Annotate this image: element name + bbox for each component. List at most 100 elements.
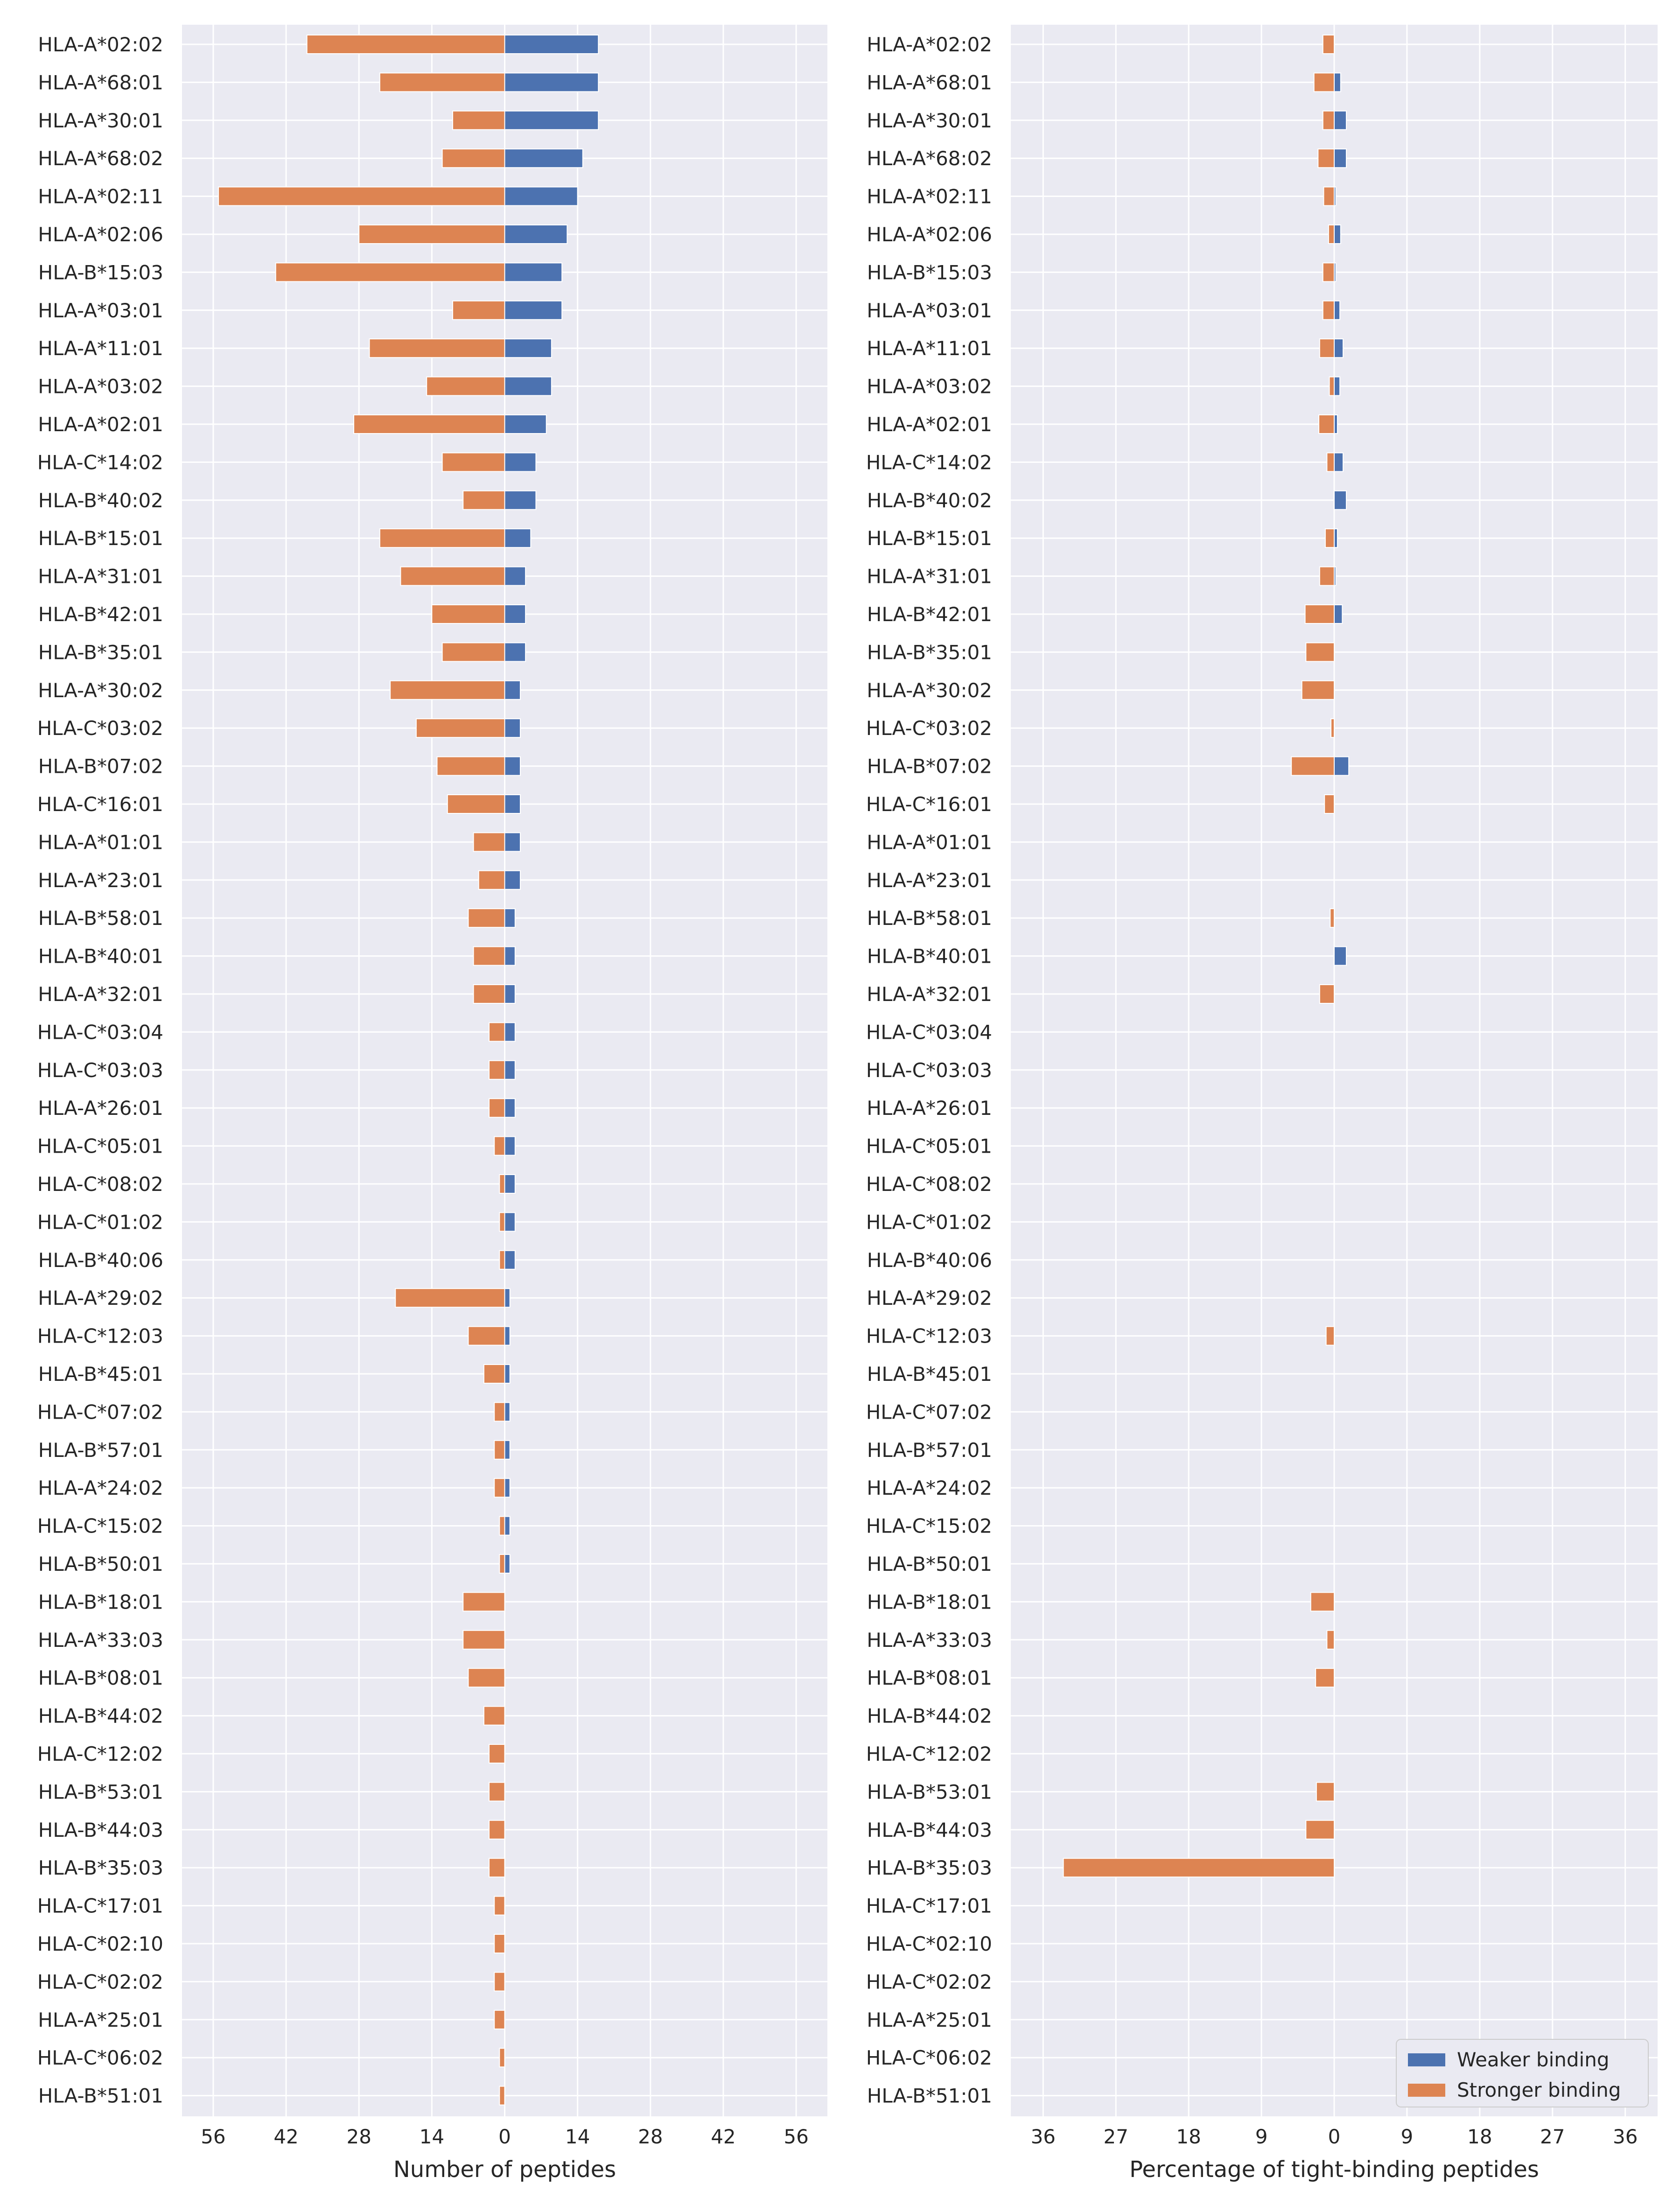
category-label: HLA-A*32:01 (38, 983, 163, 1006)
category-label: HLA-B*50:01 (38, 1553, 163, 1575)
bar-stronger-binding (1322, 110, 1335, 130)
bar-stronger-binding (1063, 1858, 1335, 1878)
category-label: HLA-A*03:01 (38, 299, 163, 322)
bar-stronger-binding (494, 1440, 505, 1460)
category-label: HLA-C*16:01 (37, 793, 163, 816)
category-label: HLA-C*12:02 (866, 1743, 992, 1765)
bar-weaker-binding (1334, 110, 1347, 130)
bar-stronger-binding (1323, 186, 1335, 206)
bar-stronger-binding (468, 908, 505, 928)
category-label: HLA-A*23:01 (38, 869, 163, 892)
percentage-chart: 36 27 18 9 0 9 18 27 36 HLA-A*02:02 HLA-A*68:01 HLA… (866, 25, 1658, 2183)
bar-stronger-binding (1316, 1782, 1335, 1802)
bar-weaker-binding (504, 414, 547, 434)
bar-stronger-binding (441, 452, 505, 472)
bar-weaker-binding (504, 1440, 511, 1460)
bar-stronger-binding (494, 1896, 505, 1916)
category-label: HLA-B*35:01 (867, 641, 992, 664)
category-label: HLA-A*30:02 (867, 679, 992, 702)
category-label: HLA-B*51:01 (38, 2085, 163, 2107)
category-label: HLA-B*40:02 (867, 489, 992, 512)
bar-weaker-binding (504, 1326, 511, 1346)
bar-weaker-binding (504, 1022, 516, 1042)
bar-stronger-binding (499, 1174, 505, 1194)
bar-stronger-binding (1313, 72, 1335, 92)
bar-weaker-binding (504, 300, 563, 320)
bar-weaker-binding (504, 1478, 511, 1498)
x-tick-label: 0 (498, 2125, 511, 2148)
bar-stronger-binding (306, 35, 505, 54)
bar-weaker-binding (504, 1554, 511, 1574)
legend: Weaker binding Stronger binding (1396, 2039, 1649, 2107)
bar-stronger-binding (1329, 376, 1335, 396)
bar-weaker-binding (1334, 262, 1337, 282)
category-label: HLA-B*07:02 (38, 755, 163, 778)
x-tick-label: 18 (1467, 2125, 1492, 2148)
category-label: HLA-A*03:01 (867, 299, 992, 322)
category-label: HLA-A*03:02 (38, 375, 163, 398)
category-label: HLA-B*18:01 (38, 1590, 163, 1613)
legend-swatch (1408, 2084, 1445, 2097)
bar-weaker-binding (504, 452, 537, 472)
category-label: HLA-A*25:01 (38, 2009, 163, 2031)
bar-stronger-binding (489, 1820, 505, 1840)
bar-weaker-binding (1334, 148, 1347, 168)
category-label: HLA-B*57:01 (867, 1439, 992, 1462)
x-tick-label: 56 (784, 2125, 808, 2148)
category-label: HLA-B*58:01 (867, 907, 992, 930)
x-tick-label: 56 (201, 2125, 225, 2148)
bar-weaker-binding (1334, 604, 1343, 624)
bar-weaker-binding (504, 490, 537, 510)
category-label: HLA-A*02:06 (38, 223, 163, 246)
bar-stronger-binding (1317, 148, 1335, 168)
bar-stronger-binding (1328, 224, 1335, 244)
category-label: HLA-B*15:01 (867, 527, 992, 550)
category-label: HLA-B*58:01 (38, 907, 163, 930)
bar-stronger-binding (499, 1516, 505, 1536)
x-tick-label: 14 (420, 2125, 444, 2148)
category-label: HLA-C*12:03 (37, 1325, 163, 1348)
bar-stronger-binding (441, 148, 505, 168)
bar-stronger-binding (494, 1972, 505, 1992)
legend-box (1396, 2039, 1649, 2107)
bar-stronger-binding (489, 1858, 505, 1878)
category-label: HLA-C*05:01 (37, 1135, 163, 1158)
category-label: HLA-B*15:03 (38, 261, 163, 284)
category-label: HLA-C*17:01 (37, 1895, 163, 1918)
bar-stronger-binding (494, 1402, 505, 1422)
category-label: HLA-C*03:02 (37, 717, 163, 740)
category-label: HLA-C*15:02 (866, 1515, 992, 1538)
bar-stronger-binding (478, 870, 505, 890)
category-label: HLA-A*33:03 (867, 1629, 992, 1652)
category-label: HLA-C*08:02 (866, 1173, 992, 1196)
legend-entry: Weaker binding (1457, 2048, 1609, 2071)
category-label: HLA-B*44:03 (38, 1819, 163, 1841)
category-label: HLA-C*12:02 (37, 1743, 163, 1765)
category-label: HLA-B*50:01 (867, 1553, 992, 1575)
category-label: HLA-A*31:01 (38, 565, 163, 588)
bar-weaker-binding (1334, 72, 1341, 92)
bar-stronger-binding (473, 984, 505, 1004)
category-label: HLA-C*03:04 (37, 1021, 163, 1043)
bar-stronger-binding (218, 186, 505, 206)
bar-stronger-binding (489, 1744, 505, 1764)
bar-stronger-binding (473, 832, 505, 852)
category-label: HLA-A*68:01 (867, 71, 992, 94)
category-label: HLA-A*26:01 (867, 1097, 992, 1120)
bar-stronger-binding (436, 756, 505, 776)
category-label: HLA-A*02:11 (867, 185, 992, 208)
category-label: HLA-B*35:03 (867, 1856, 992, 1879)
category-label: HLA-A*23:01 (867, 869, 992, 892)
bar-stronger-binding (400, 566, 505, 586)
bar-stronger-binding (441, 642, 505, 662)
category-label: HLA-C*06:02 (37, 2046, 163, 2069)
category-label: HLA-A*24:02 (38, 1477, 163, 1499)
bar-weaker-binding (504, 604, 526, 624)
bar-stronger-binding (494, 1136, 505, 1156)
category-label: HLA-C*14:02 (866, 451, 992, 474)
bar-weaker-binding (504, 1364, 511, 1384)
category-label: HLA-C*01:02 (866, 1211, 992, 1233)
bar-stronger-binding (358, 224, 505, 244)
bar-weaker-binding (504, 1250, 516, 1270)
category-label: HLA-C*08:02 (37, 1173, 163, 1196)
